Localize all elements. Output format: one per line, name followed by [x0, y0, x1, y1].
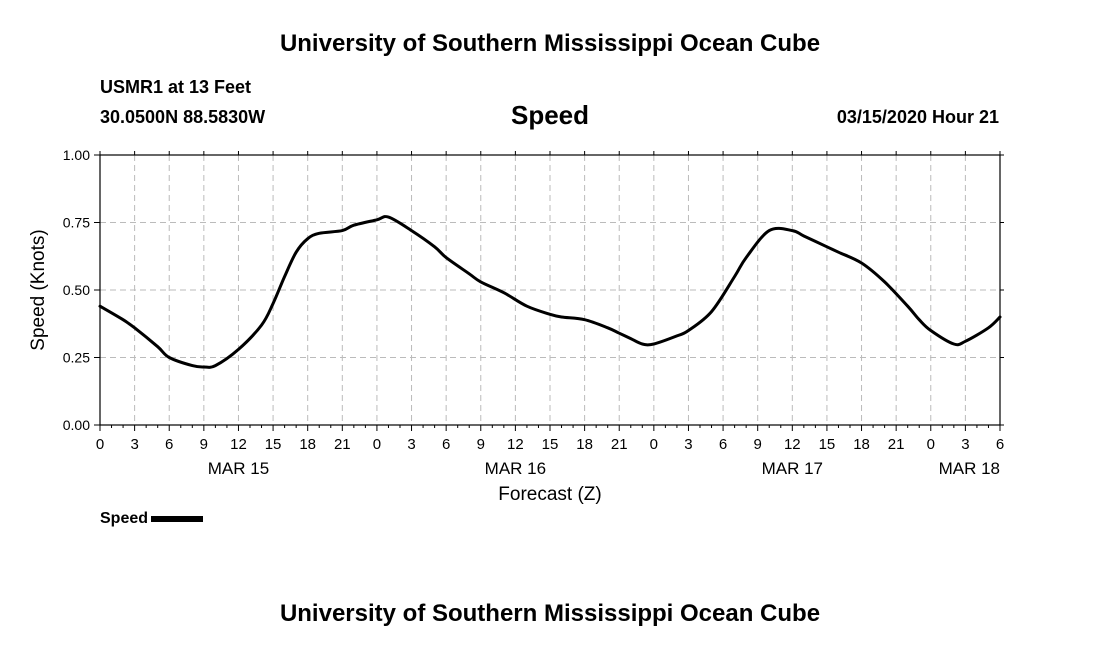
y-tick-label: 0.75 — [63, 215, 90, 231]
station-coordinates: 30.0500N 88.5830W — [100, 107, 266, 127]
x-tick-label: 6 — [165, 436, 173, 453]
x-tick-label: 3 — [130, 436, 138, 453]
x-tick-label: 12 — [230, 436, 247, 453]
x-tick-label: 21 — [334, 436, 351, 453]
x-tick-label: 0 — [373, 436, 381, 453]
x-tick-label: 0 — [96, 436, 104, 453]
x-tick-label: 9 — [754, 436, 762, 453]
x-tick-label: 6 — [442, 436, 450, 453]
x-tick-label: 0 — [927, 436, 935, 453]
x-tick-label: 3 — [407, 436, 415, 453]
x-tick-label: 15 — [819, 436, 836, 453]
legend: Speed — [100, 510, 204, 528]
date-label: MAR 16 — [485, 459, 546, 478]
x-tick-label: 21 — [611, 436, 628, 453]
y-tick-label: 0.00 — [63, 417, 90, 433]
y-tick-label: 0.50 — [63, 282, 90, 298]
page-title-top: University of Southern Mississippi Ocean… — [279, 30, 821, 57]
x-tick-label: 15 — [542, 436, 559, 453]
y-tick-label: 0.25 — [63, 350, 90, 366]
x-tick-label: 12 — [507, 436, 524, 453]
variable-title: Speed — [510, 100, 590, 130]
x-axis-label: Forecast (Z) — [498, 484, 601, 505]
date-label: MAR 18 — [939, 459, 1000, 478]
x-tick-label: 3 — [684, 436, 692, 453]
x-tick-label: 6 — [719, 436, 727, 453]
x-tick-label: 0 — [650, 436, 658, 453]
x-tick-label: 3 — [961, 436, 969, 453]
date-label: MAR 15 — [208, 459, 269, 478]
x-tick-label: 18 — [576, 436, 593, 453]
x-tick-label: 18 — [853, 436, 870, 453]
y-tick-label: 1.00 — [63, 147, 90, 163]
series-line-speed — [98, 215, 1002, 369]
legend-label: Speed — [100, 510, 149, 527]
x-tick-label: 21 — [888, 436, 905, 453]
x-tick-label: 12 — [784, 436, 801, 453]
station-name: USMR1 at 13 Feet — [100, 77, 252, 97]
x-tick-label: 6 — [996, 436, 1004, 453]
y-axis-label: Speed (Knots) — [28, 229, 49, 350]
date-label: MAR 17 — [762, 459, 823, 478]
x-tick-label: 9 — [477, 436, 485, 453]
forecast-timestamp: 03/15/2020 Hour 21 — [836, 107, 999, 127]
x-tick-label: 9 — [200, 436, 208, 453]
x-tick-label: 15 — [265, 436, 282, 453]
page-title-bottom: University of Southern Mississippi Ocean… — [279, 600, 821, 627]
legend-line-swatch — [151, 515, 204, 522]
x-tick-label: 18 — [299, 436, 316, 453]
